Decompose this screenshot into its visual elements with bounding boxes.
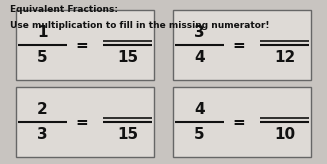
Text: Equivalent Fractions:: Equivalent Fractions: [10, 5, 118, 14]
Text: 3: 3 [194, 25, 205, 40]
Text: =: = [76, 38, 88, 53]
Text: 5: 5 [194, 127, 205, 142]
Text: 4: 4 [194, 50, 205, 65]
Text: 3: 3 [37, 127, 48, 142]
Text: =: = [232, 38, 245, 53]
FancyBboxPatch shape [173, 10, 311, 80]
Text: 10: 10 [274, 127, 295, 142]
Text: 15: 15 [117, 127, 138, 142]
FancyBboxPatch shape [16, 87, 154, 157]
Text: =: = [232, 115, 245, 130]
FancyBboxPatch shape [16, 10, 154, 80]
Text: 1: 1 [37, 25, 48, 40]
Text: =: = [76, 115, 88, 130]
FancyBboxPatch shape [173, 87, 311, 157]
Text: 4: 4 [194, 102, 205, 117]
Text: 2: 2 [37, 102, 48, 117]
Text: 15: 15 [117, 50, 138, 65]
Text: 5: 5 [37, 50, 48, 65]
Text: Use multiplication to fill in the missing numerator!: Use multiplication to fill in the missin… [10, 21, 269, 30]
Text: 12: 12 [274, 50, 295, 65]
